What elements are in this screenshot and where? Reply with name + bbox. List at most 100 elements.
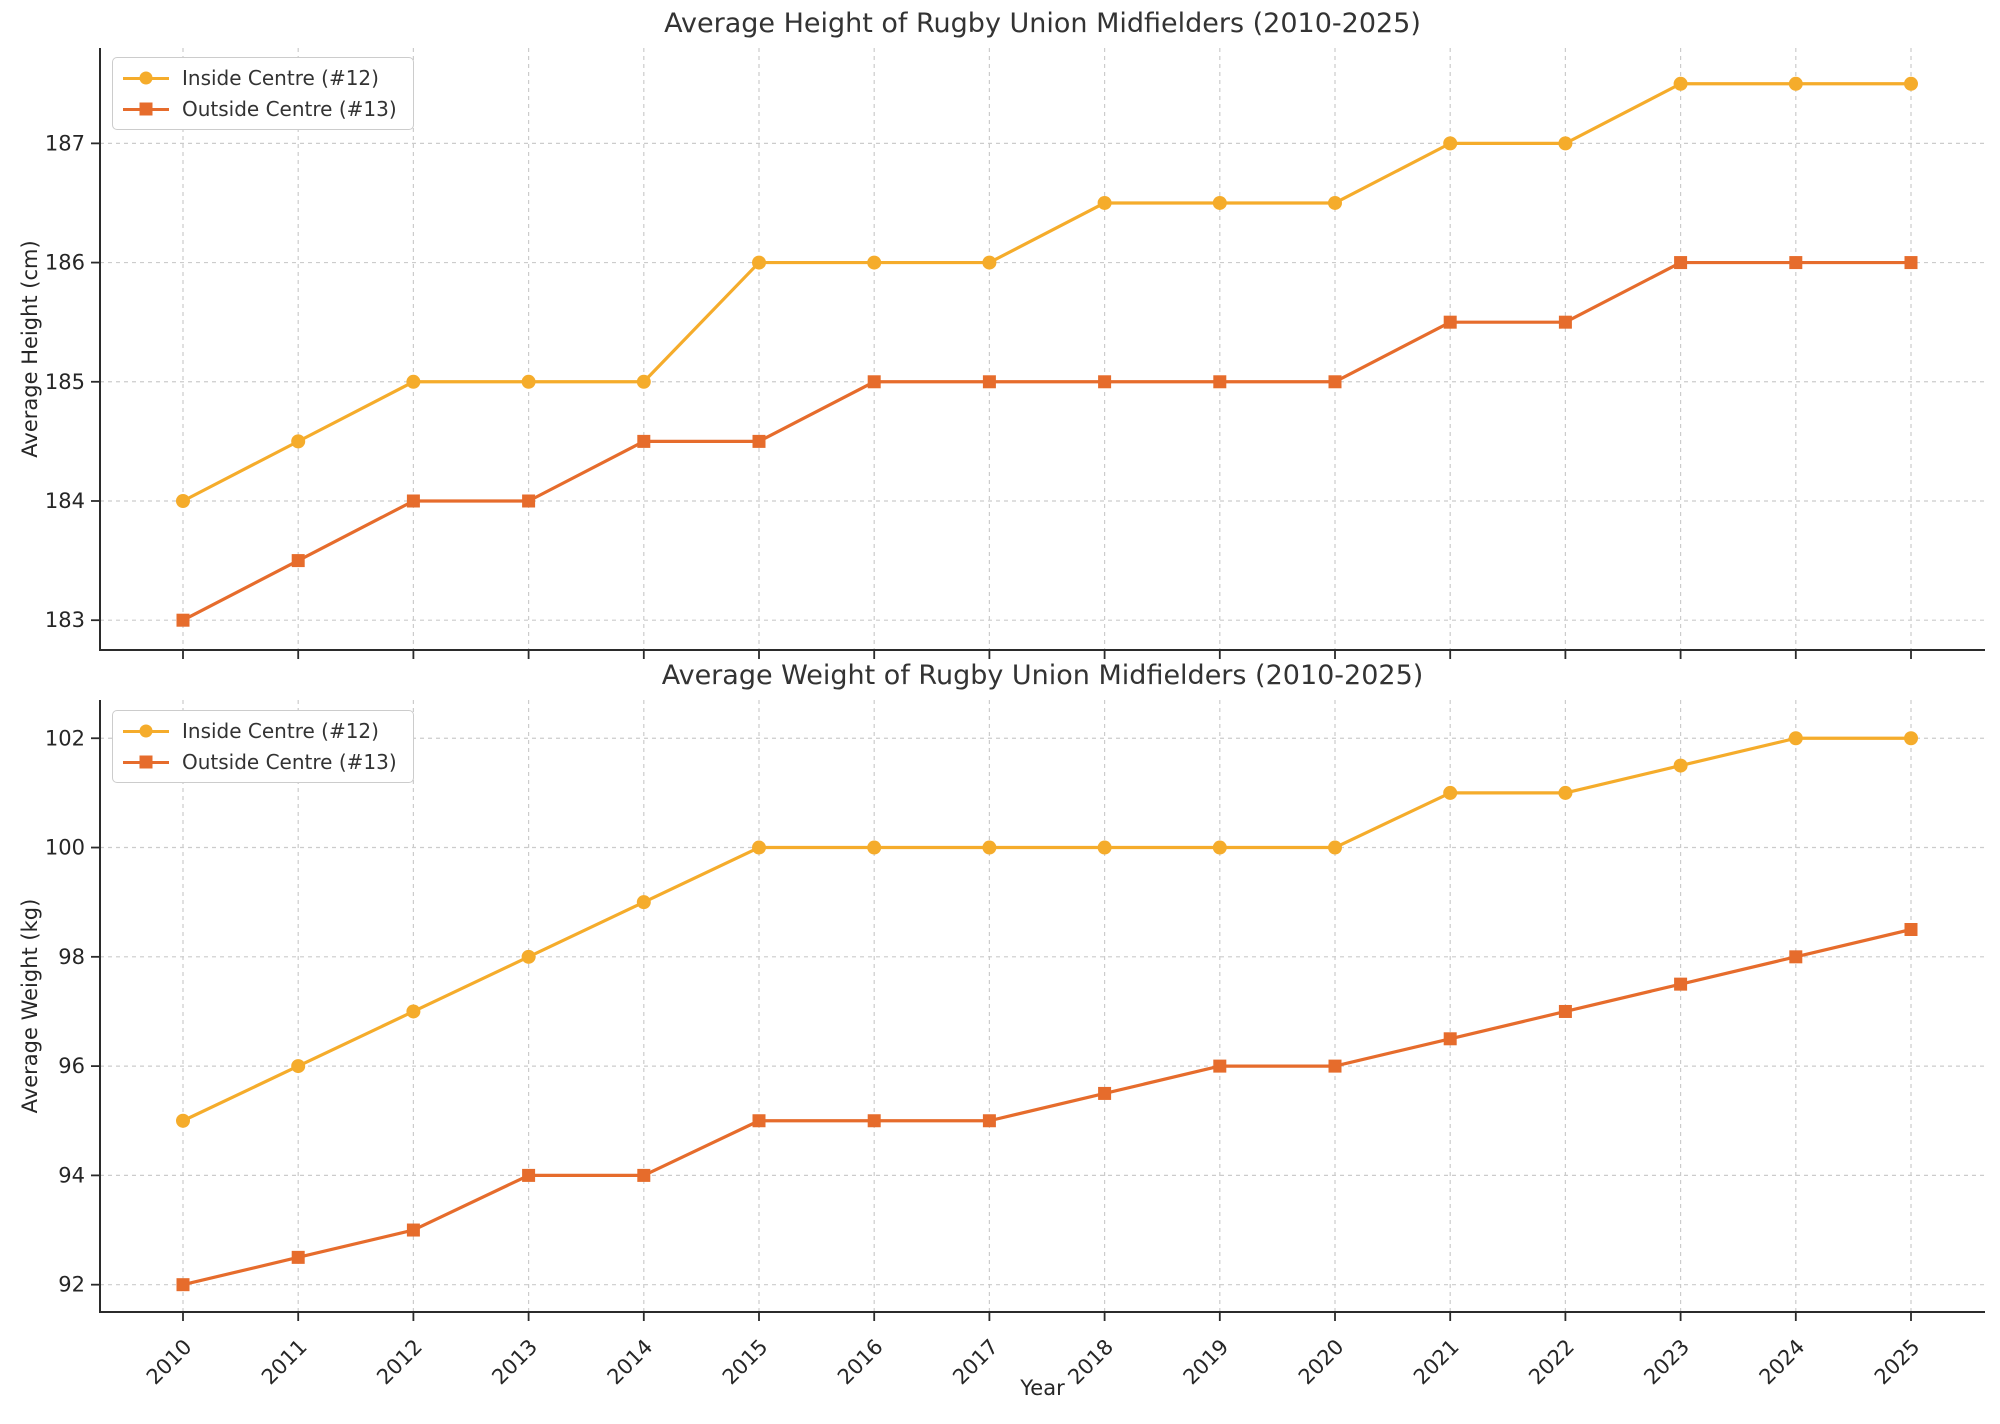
- data-point-inside-centre: [1328, 195, 1342, 210]
- y-tick-label: 187: [45, 131, 85, 155]
- y-tick-label: 184: [45, 489, 85, 513]
- legend-entry-inside-centre: Inside Centre (#12): [123, 66, 397, 90]
- data-point-outside-centre: [1443, 1032, 1457, 1046]
- data-point-inside-centre: [982, 840, 997, 855]
- height-chart-legend: Inside Centre (#12) Outside Centre (#13): [112, 57, 414, 130]
- data-point-inside-centre: [1443, 785, 1458, 800]
- data-point-outside-centre: [1213, 375, 1227, 389]
- circle-marker-icon: [139, 724, 153, 738]
- y-tick-label: 183: [45, 608, 85, 632]
- data-point-outside-centre: [982, 375, 996, 389]
- data-point-inside-centre: [982, 255, 997, 270]
- data-point-outside-centre: [1558, 315, 1572, 329]
- data-point-outside-centre: [176, 1278, 190, 1292]
- data-point-outside-centre: [1558, 1004, 1572, 1018]
- square-marker-icon: [139, 755, 153, 769]
- data-point-outside-centre: [752, 1114, 766, 1128]
- weight-chart-legend: Inside Centre (#12) Outside Centre (#13): [112, 710, 414, 783]
- data-point-outside-centre: [1674, 977, 1688, 991]
- legend-label: Outside Centre (#13): [182, 750, 397, 774]
- series-line-outside-centre: [182, 927, 1912, 1287]
- data-point-inside-centre: [1673, 758, 1688, 773]
- data-point-outside-centre: [1328, 1059, 1342, 1073]
- data-point-outside-centre: [867, 1114, 881, 1128]
- legend-entry-outside-centre: Outside Centre (#13): [123, 750, 397, 774]
- x-axis-label: Year: [1020, 1376, 1065, 1400]
- data-point-inside-centre: [521, 374, 536, 389]
- data-point-outside-centre: [637, 1168, 651, 1182]
- data-point-outside-centre: [637, 434, 651, 448]
- data-point-inside-centre: [1443, 136, 1458, 151]
- y-tick-label: 185: [45, 370, 85, 394]
- data-point-inside-centre: [1904, 76, 1918, 91]
- data-point-outside-centre: [522, 1168, 536, 1182]
- series-line-outside-centre: [182, 260, 1911, 622]
- data-point-inside-centre: [1558, 136, 1573, 151]
- data-point-inside-centre: [636, 374, 651, 389]
- data-point-inside-centre: [176, 1113, 190, 1128]
- circle-marker-icon: [139, 71, 153, 85]
- data-point-outside-centre: [982, 1114, 996, 1128]
- data-point-outside-centre: [406, 1223, 420, 1237]
- y-tick-label: 102: [45, 726, 85, 750]
- height-chart-plot: 183 184 185 186 187: [45, 48, 1985, 659]
- data-point-inside-centre: [291, 434, 306, 449]
- data-point-inside-centre: [1097, 840, 1112, 855]
- data-point-inside-centre: [867, 255, 882, 270]
- y-tick-label: 100: [45, 836, 85, 860]
- outside-centre-line-swatch: [123, 755, 169, 770]
- data-point-inside-centre: [752, 840, 766, 855]
- data-point-outside-centre: [291, 554, 305, 568]
- data-point-inside-centre: [1673, 76, 1688, 91]
- data-point-inside-centre: [1212, 840, 1227, 855]
- data-point-outside-centre: [1904, 923, 1918, 936]
- legend-entry-inside-centre: Inside Centre (#12): [123, 719, 397, 743]
- data-point-outside-centre: [752, 434, 766, 448]
- y-tick-label: 96: [58, 1054, 85, 1078]
- data-point-outside-centre: [1674, 256, 1688, 270]
- y-tick-label: 92: [58, 1273, 85, 1297]
- data-point-outside-centre: [1328, 375, 1342, 389]
- data-point-inside-centre: [176, 493, 190, 508]
- weight-y-axis-label: Average Weight (kg): [18, 898, 42, 1114]
- data-point-inside-centre: [1904, 731, 1918, 746]
- outside-centre-line-swatch: [123, 102, 169, 117]
- data-point-outside-centre: [1098, 375, 1112, 389]
- legend-label: Inside Centre (#12): [182, 719, 379, 743]
- inside-centre-line-swatch: [123, 71, 169, 86]
- data-point-inside-centre: [406, 374, 421, 389]
- data-point-inside-centre: [1558, 785, 1573, 800]
- data-point-outside-centre: [1213, 1059, 1227, 1073]
- data-point-outside-centre: [1789, 256, 1803, 270]
- data-point-inside-centre: [521, 949, 536, 964]
- data-point-outside-centre: [1789, 950, 1803, 964]
- y-tick-label: 98: [58, 945, 85, 969]
- data-point-inside-centre: [291, 1059, 306, 1074]
- inside-centre-line-swatch: [123, 724, 169, 739]
- data-point-inside-centre: [1788, 731, 1803, 746]
- data-point-inside-centre: [752, 255, 766, 270]
- data-point-outside-centre: [522, 494, 536, 508]
- data-point-inside-centre: [1328, 840, 1342, 855]
- data-point-outside-centre: [291, 1250, 305, 1264]
- data-point-outside-centre: [176, 613, 190, 627]
- data-point-inside-centre: [406, 1004, 421, 1019]
- height-chart-title: Average Height of Rugby Union Midfielder…: [664, 8, 1421, 39]
- series-line-inside-centre: [182, 736, 1911, 1123]
- data-point-outside-centre: [867, 375, 881, 389]
- data-point-inside-centre: [1788, 76, 1803, 91]
- data-point-inside-centre: [1212, 195, 1227, 210]
- data-point-outside-centre: [1904, 256, 1918, 270]
- legend-entry-outside-centre: Outside Centre (#13): [123, 97, 397, 121]
- y-tick-label: 186: [45, 251, 85, 275]
- legend-label: Inside Centre (#12): [182, 66, 379, 90]
- series-line-inside-centre: [182, 82, 1911, 503]
- data-point-outside-centre: [1098, 1086, 1112, 1100]
- data-point-outside-centre: [1443, 315, 1457, 329]
- data-point-inside-centre: [636, 895, 651, 910]
- y-tick-label: 94: [58, 1163, 85, 1187]
- height-y-axis-label: Average Height (cm): [18, 240, 42, 458]
